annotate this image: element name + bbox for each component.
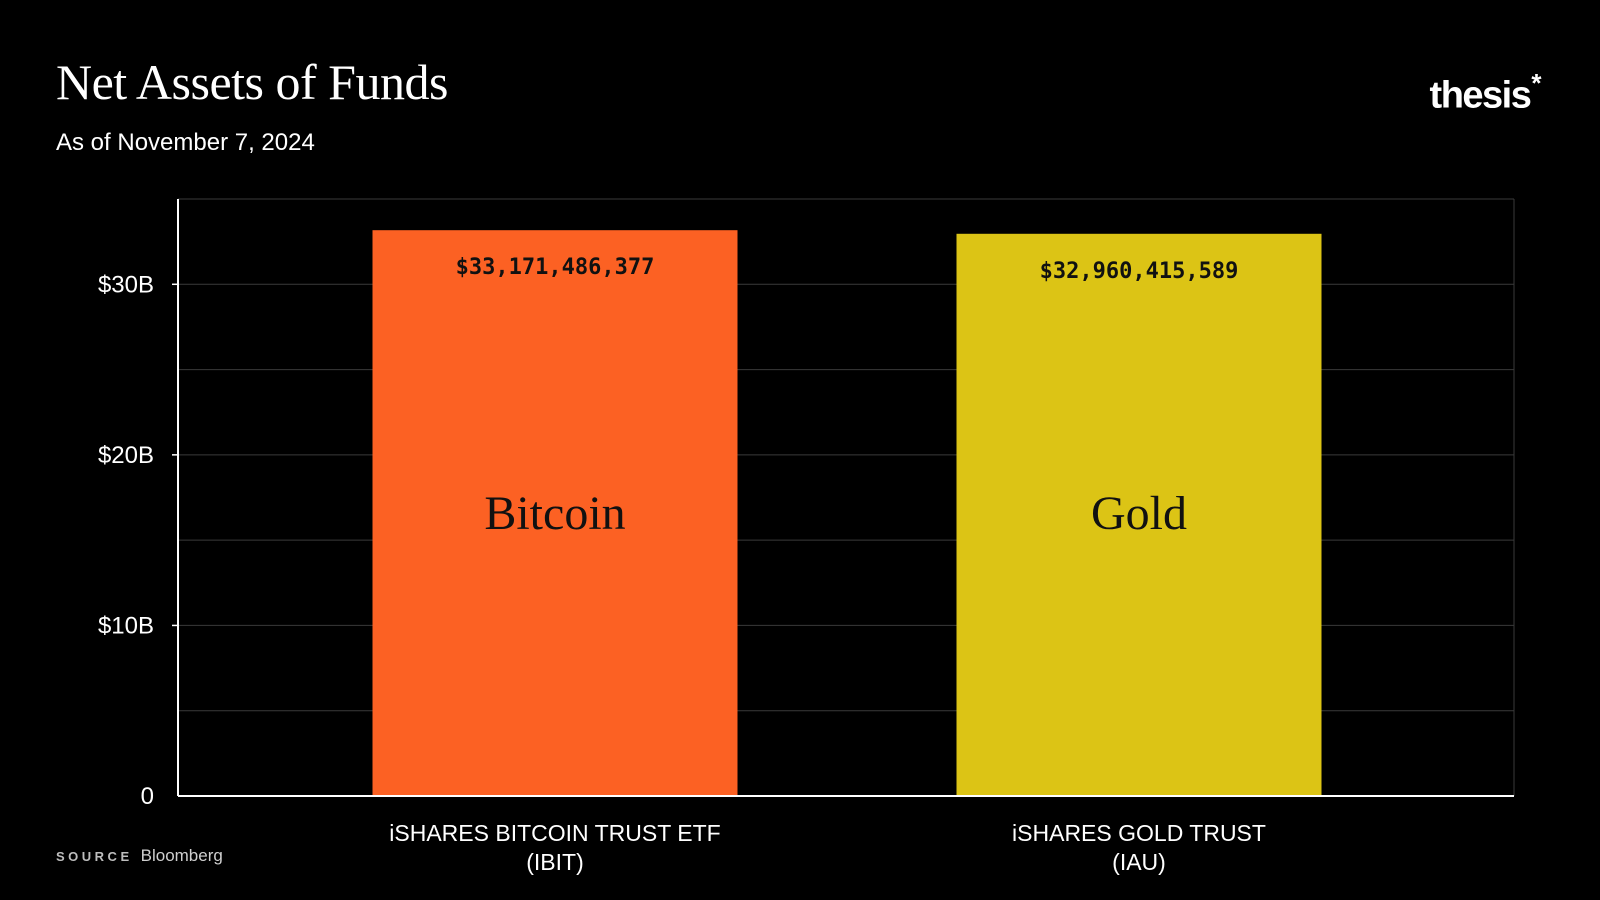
bar <box>372 230 738 797</box>
y-tick-label: $30B <box>98 271 154 298</box>
x-category-label: iSHARES BITCOIN TRUST ETF <box>389 820 720 846</box>
chart-subtitle: As of November 7, 2024 <box>56 129 315 156</box>
bar-name-label: Gold <box>1091 487 1187 540</box>
source-label: SOURCE <box>56 849 133 864</box>
x-category-label: (IAU) <box>1112 849 1166 875</box>
x-category-label: iSHARES GOLD TRUST <box>1012 820 1266 846</box>
bar-value-label: $32,960,415,589 <box>1040 259 1239 284</box>
source-note: SOURCE Bloomberg <box>56 846 223 867</box>
y-tick-label: $20B <box>98 442 154 469</box>
x-category-label: (IBIT) <box>526 849 584 875</box>
brand-logo-text: thesis <box>1429 74 1532 117</box>
source-value: Bloomberg <box>140 846 223 865</box>
brand-logo: thesis* <box>1429 62 1542 119</box>
y-tick-label: 0 <box>141 783 154 810</box>
bar <box>956 233 1322 796</box>
chart-title: Net Assets of Funds <box>56 54 448 110</box>
bar-value-label: $33,171,486,377 <box>456 255 655 280</box>
y-tick-label: $10B <box>98 612 154 639</box>
asterisk-icon: * <box>1531 68 1541 98</box>
bar-name-label: Bitcoin <box>484 487 625 540</box>
